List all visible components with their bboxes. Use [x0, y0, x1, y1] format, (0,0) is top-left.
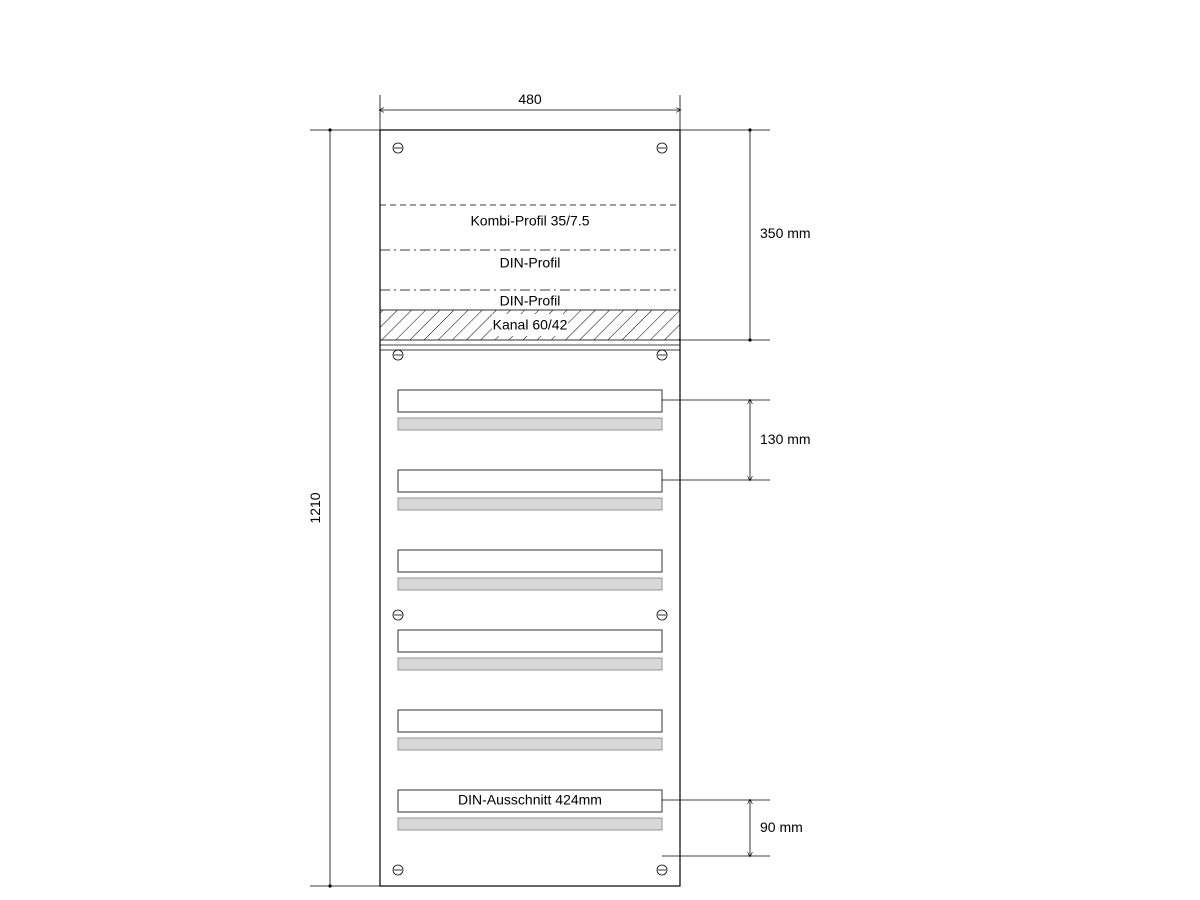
dim-height-1210: 1210 — [307, 130, 380, 886]
dim-height-value: 1210 — [307, 492, 323, 523]
din-slots — [398, 390, 662, 830]
din-cutout — [398, 390, 662, 412]
din-cutout — [398, 550, 662, 572]
technical-drawing: Kombi-Profil 35/7.5 DIN-Profil DIN-Profi… — [0, 0, 1200, 900]
dim-350: 350 mm — [680, 130, 811, 340]
label-strip — [398, 738, 662, 750]
dim-width-value: 480 — [518, 91, 542, 107]
din-cutout — [398, 710, 662, 732]
dim-130-value: 130 mm — [760, 431, 811, 447]
kombi-profil-label: Kombi-Profil 35/7.5 — [470, 213, 589, 229]
dim-width-480: 480 — [380, 91, 680, 130]
kanal-label: Kanal 60/42 — [493, 317, 568, 333]
din-profil-label-1: DIN-Profil — [500, 255, 561, 271]
din-cutout — [398, 630, 662, 652]
din-profil-label-2: DIN-Profil — [500, 293, 561, 309]
label-strip — [398, 418, 662, 430]
label-strip — [398, 498, 662, 510]
din-cutout — [398, 470, 662, 492]
label-strip — [398, 658, 662, 670]
din-ausschnitt-label: DIN-Ausschnitt 424mm — [458, 792, 602, 808]
dim-130: 130 mm — [662, 400, 811, 480]
label-strip — [398, 578, 662, 590]
dim-90-value: 90 mm — [760, 819, 803, 835]
label-strip — [398, 818, 662, 830]
dim-90: 90 mm — [662, 800, 803, 856]
dim-350-value: 350 mm — [760, 225, 811, 241]
